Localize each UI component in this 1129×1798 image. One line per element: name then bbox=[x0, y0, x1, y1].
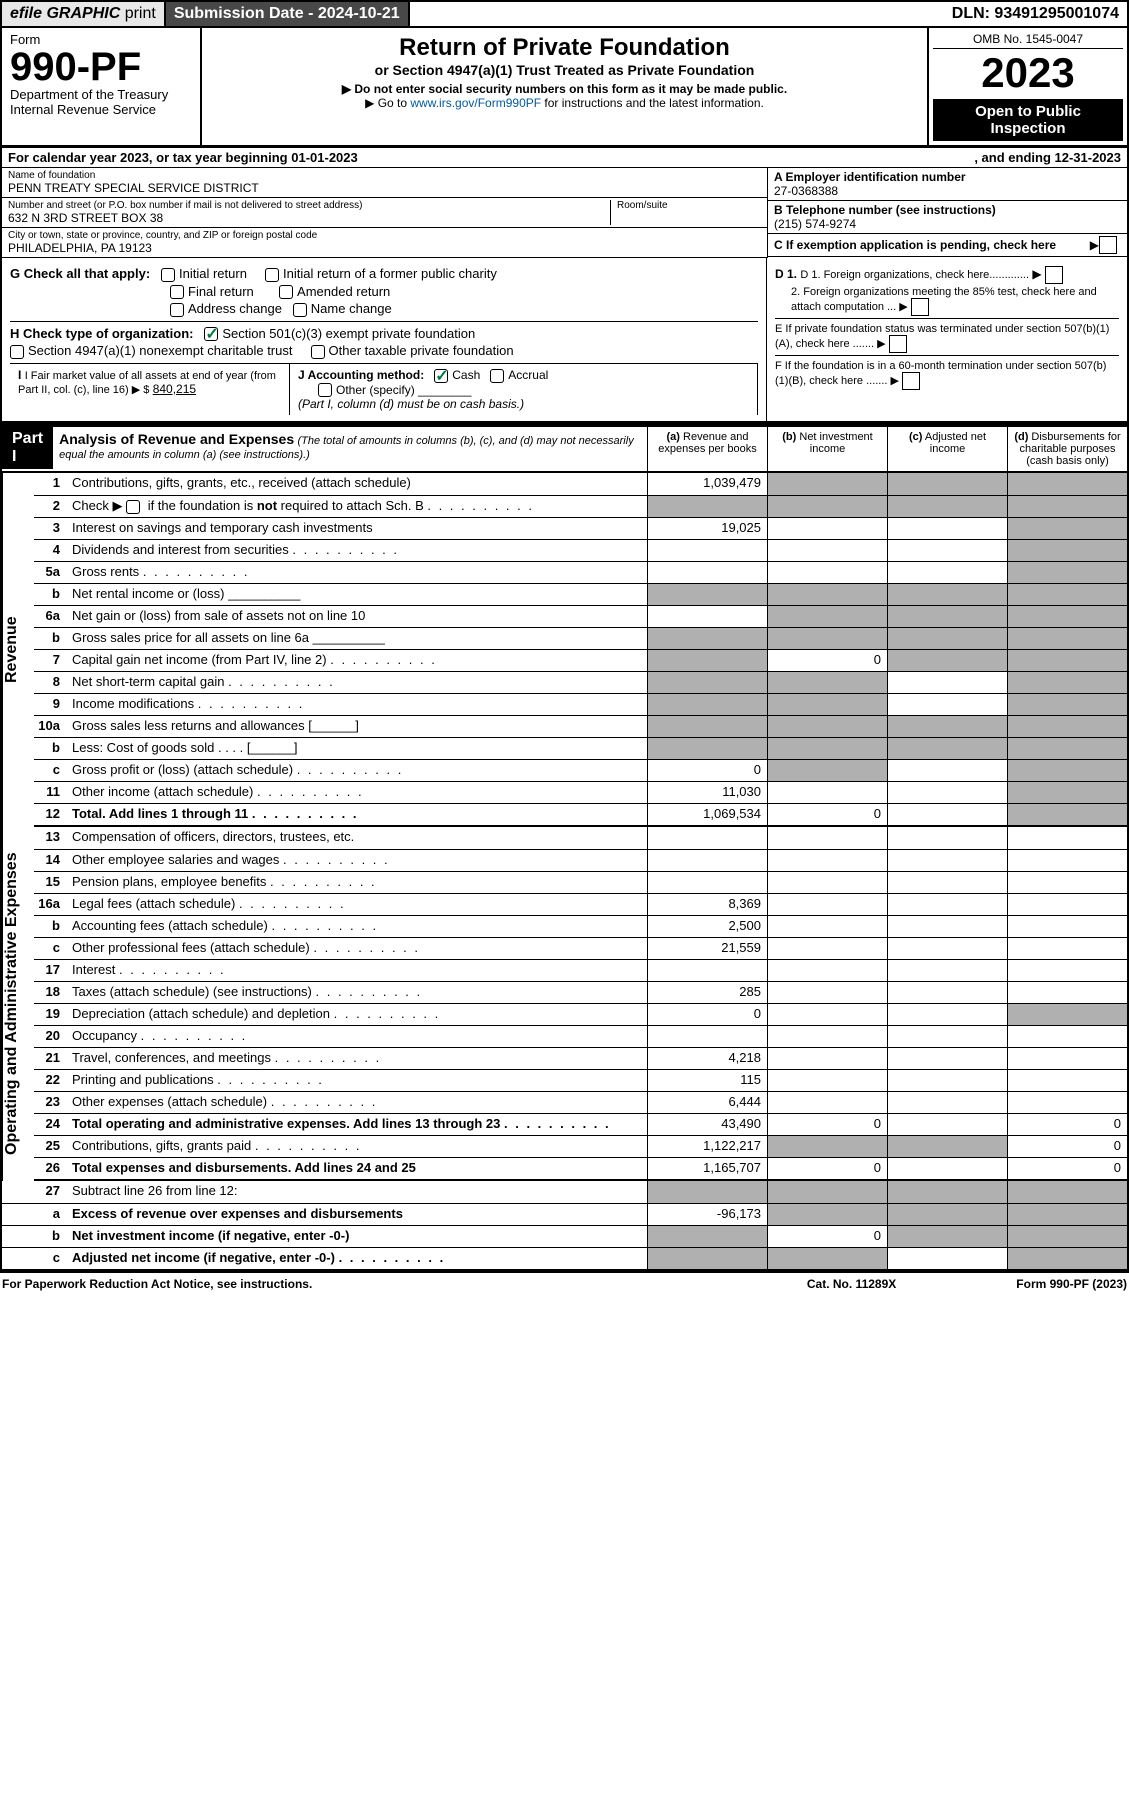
dln: DLN: 93491295001074 bbox=[944, 2, 1127, 26]
line-21: 21Travel, conferences, and meetings 4,21… bbox=[34, 1047, 1127, 1069]
line-18: 18Taxes (attach schedule) (see instructi… bbox=[34, 981, 1127, 1003]
line-14: 14Other employee salaries and wages bbox=[34, 849, 1127, 871]
g-address-change[interactable] bbox=[170, 303, 184, 317]
c-row: C If exemption application is pending, c… bbox=[768, 234, 1127, 257]
omb-number: OMB No. 1545-0047 bbox=[933, 32, 1123, 49]
form-title: Return of Private Foundation bbox=[214, 34, 915, 62]
j-accounting: J Accounting method: Cash Accrual Other … bbox=[290, 364, 758, 416]
footer-left: For Paperwork Reduction Act Notice, see … bbox=[2, 1277, 312, 1291]
address-row: Number and street (or P.O. box number if… bbox=[2, 198, 767, 228]
form-header: Form 990-PF Department of the Treasury I… bbox=[0, 28, 1129, 148]
line-11: 11Other income (attach schedule) 11,030 bbox=[34, 781, 1127, 803]
j-other[interactable] bbox=[318, 383, 332, 397]
f-row: F If the foundation is in a 60-month ter… bbox=[775, 355, 1119, 390]
line-27c: cAdjusted net income (if negative, enter… bbox=[2, 1247, 1127, 1269]
g-row: G Check all that apply: Initial return I… bbox=[10, 266, 758, 282]
expenses-side-label: Operating and Administrative Expenses bbox=[2, 827, 34, 1181]
line-12: 12Total. Add lines 1 through 11 1,069,53… bbox=[34, 803, 1127, 825]
form-link[interactable]: www.irs.gov/Form990PF bbox=[410, 96, 541, 110]
line-6b: bGross sales price for all assets on lin… bbox=[34, 627, 1127, 649]
phone-row: B Telephone number (see instructions) (2… bbox=[768, 201, 1127, 234]
line-22: 22Printing and publications 115 bbox=[34, 1069, 1127, 1091]
form-subtitle: or Section 4947(a)(1) Trust Treated as P… bbox=[214, 62, 915, 78]
city-row: City or town, state or province, country… bbox=[2, 228, 767, 258]
line-6a: 6aNet gain or (loss) from sale of assets… bbox=[34, 605, 1127, 627]
line-17: 17Interest bbox=[34, 959, 1127, 981]
note-link: ▶ Go to www.irs.gov/Form990PF for instru… bbox=[214, 96, 915, 110]
line-3: 3Interest on savings and temporary cash … bbox=[34, 517, 1127, 539]
line-27b: bNet investment income (if negative, ent… bbox=[2, 1225, 1127, 1247]
c-checkbox[interactable] bbox=[1099, 236, 1117, 254]
h-501c3[interactable] bbox=[204, 327, 218, 341]
h-row: H Check type of organization: Section 50… bbox=[10, 321, 758, 342]
line-15: 15Pension plans, employee benefits bbox=[34, 871, 1127, 893]
line-23: 23Other expenses (attach schedule) 6,444 bbox=[34, 1091, 1127, 1113]
j-accrual[interactable] bbox=[490, 369, 504, 383]
topbar: efile GRAPHIC print Submission Date - 20… bbox=[0, 0, 1129, 28]
line-10a: 10aGross sales less returns and allowanc… bbox=[34, 715, 1127, 737]
open-inspection: Open to Public Inspection bbox=[933, 99, 1123, 141]
line-4: 4Dividends and interest from securities bbox=[34, 539, 1127, 561]
h-other-taxable[interactable] bbox=[311, 345, 325, 359]
line-16a: 16aLegal fees (attach schedule) 8,369 bbox=[34, 893, 1127, 915]
line-10c: cGross profit or (loss) (attach schedule… bbox=[34, 759, 1127, 781]
part1-header: Part I Analysis of Revenue and Expenses … bbox=[0, 424, 1129, 473]
col-d-hdr: (d) Disbursements for charitable purpose… bbox=[1007, 427, 1127, 471]
submission-date: Submission Date - 2024-10-21 bbox=[166, 2, 410, 26]
line-2: 2Check ▶ if the foundation is not requir… bbox=[34, 495, 1127, 517]
g-name-change[interactable] bbox=[293, 303, 307, 317]
col-b-hdr: (b) Net investment income bbox=[767, 427, 887, 471]
calendar-year-row: For calendar year 2023, or tax year begi… bbox=[0, 148, 1129, 168]
h-4947[interactable] bbox=[10, 345, 24, 359]
tax-year: 2023 bbox=[933, 49, 1123, 97]
d2-row: 2. Foreign organizations meeting the 85%… bbox=[775, 286, 1119, 316]
i-fmv: I I Fair market value of all assets at e… bbox=[10, 364, 290, 416]
j-cash[interactable] bbox=[434, 369, 448, 383]
revenue-side-label: Revenue bbox=[2, 473, 34, 827]
line-20: 20Occupancy bbox=[34, 1025, 1127, 1047]
g-initial[interactable] bbox=[161, 268, 175, 282]
line-24: 24Total operating and administrative exp… bbox=[34, 1113, 1127, 1135]
line-19: 19Depreciation (attach schedule) and dep… bbox=[34, 1003, 1127, 1025]
dept-line: Department of the Treasury bbox=[10, 87, 192, 102]
g-amended[interactable] bbox=[279, 285, 293, 299]
page-footer: For Paperwork Reduction Act Notice, see … bbox=[0, 1271, 1129, 1295]
footer-right: Form 990-PF (2023) bbox=[1016, 1277, 1127, 1291]
line-26: 26Total expenses and disbursements. Add … bbox=[34, 1157, 1127, 1179]
line-25: 25Contributions, gifts, grants paid 1,12… bbox=[34, 1135, 1127, 1157]
g-initial-public[interactable] bbox=[265, 268, 279, 282]
foundation-name-row: Name of foundation PENN TREATY SPECIAL S… bbox=[2, 168, 767, 198]
line-27: 27Subtract line 26 from line 12: bbox=[2, 1181, 1127, 1203]
line-5a: 5aGross rents bbox=[34, 561, 1127, 583]
d1-row: D 1. D 1. Foreign organizations, check h… bbox=[775, 266, 1119, 284]
footer-mid: Cat. No. 11289X bbox=[807, 1277, 896, 1291]
line-5b: bNet rental income or (loss) __________ bbox=[34, 583, 1127, 605]
line-10b: bLess: Cost of goods sold . . . . [_____… bbox=[34, 737, 1127, 759]
col-a-hdr: (a) Revenue and expenses per books bbox=[647, 427, 767, 471]
efile-label[interactable]: efile GRAPHIC print bbox=[2, 2, 166, 26]
part-label: Part I bbox=[2, 427, 53, 469]
line-16c: cOther professional fees (attach schedul… bbox=[34, 937, 1127, 959]
form-number: 990-PF bbox=[10, 47, 192, 87]
line-13: 13Compensation of officers, directors, t… bbox=[34, 827, 1127, 849]
line-9: 9Income modifications bbox=[34, 693, 1127, 715]
line-16b: bAccounting fees (attach schedule) 2,500 bbox=[34, 915, 1127, 937]
line-7: 7Capital gain net income (from Part IV, … bbox=[34, 649, 1127, 671]
irs-line: Internal Revenue Service bbox=[10, 102, 192, 117]
note-ssn: ▶ Do not enter social security numbers o… bbox=[214, 82, 915, 96]
col-c-hdr: (c) Adjusted net income bbox=[887, 427, 1007, 471]
g-final[interactable] bbox=[170, 285, 184, 299]
line-8: 8Net short-term capital gain bbox=[34, 671, 1127, 693]
line-27a: aExcess of revenue over expenses and dis… bbox=[2, 1203, 1127, 1225]
e-row: E If private foundation status was termi… bbox=[775, 318, 1119, 353]
line-1: 1Contributions, gifts, grants, etc., rec… bbox=[34, 473, 1127, 495]
ein-row: A Employer identification number 27-0368… bbox=[768, 168, 1127, 201]
